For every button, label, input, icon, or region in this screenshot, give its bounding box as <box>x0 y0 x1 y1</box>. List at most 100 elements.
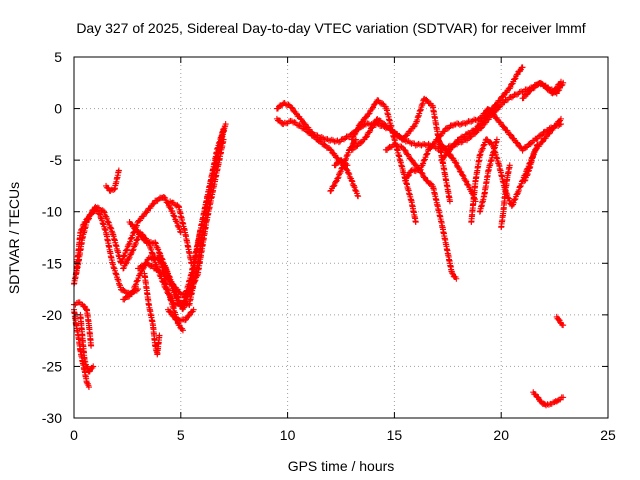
data-point <box>343 166 350 173</box>
data-point <box>332 178 339 185</box>
pass-track-18 <box>348 97 419 226</box>
data-point <box>127 238 134 245</box>
data-point <box>348 177 355 184</box>
pass-track-27 <box>521 141 541 184</box>
data-point <box>462 177 469 184</box>
data-point <box>288 118 295 125</box>
data-point <box>476 122 483 129</box>
data-point <box>507 131 514 138</box>
data-point <box>558 78 565 85</box>
data-point <box>343 155 350 162</box>
data-point <box>539 139 546 146</box>
data-point <box>442 152 449 159</box>
data-point <box>170 313 177 320</box>
data-point <box>122 260 129 267</box>
data-point <box>150 201 157 208</box>
data-layer <box>71 64 567 409</box>
data-point <box>79 225 86 232</box>
data-point <box>129 288 136 295</box>
data-point <box>132 281 139 288</box>
data-point <box>130 287 137 294</box>
data-point <box>530 152 537 159</box>
pass-track-17 <box>331 157 362 200</box>
data-point <box>120 253 127 260</box>
data-point <box>296 122 303 129</box>
data-point <box>101 209 108 216</box>
data-point <box>560 394 567 401</box>
data-point <box>369 105 376 112</box>
data-point <box>539 138 546 145</box>
data-point <box>346 171 353 178</box>
data-point <box>174 293 181 300</box>
data-point <box>343 153 350 160</box>
data-point <box>459 172 466 179</box>
pass-track-25 <box>476 136 500 215</box>
pass-track-11 <box>135 126 227 309</box>
data-point <box>156 332 163 339</box>
data-point <box>363 134 370 141</box>
data-point <box>381 120 388 127</box>
data-point <box>483 114 490 121</box>
data-point <box>123 247 130 254</box>
x-tick-label: 10 <box>280 427 296 443</box>
y-tick-label: 0 <box>54 101 62 117</box>
data-point <box>530 151 537 158</box>
data-point <box>420 157 427 164</box>
data-point <box>399 136 406 143</box>
data-point <box>127 251 134 258</box>
tick-layer: 0 5 10 15 20 25 -30 -25 -20 -15 -10 -5 0 5 <box>42 49 616 443</box>
data-point <box>524 172 531 179</box>
data-point <box>179 327 186 334</box>
pass-track-23 <box>434 136 479 205</box>
data-point <box>464 181 471 188</box>
data-point <box>462 120 469 127</box>
pass-track-19 <box>348 95 453 205</box>
data-point <box>174 294 181 301</box>
data-point <box>318 134 325 141</box>
x-tick-label: 5 <box>177 427 185 443</box>
data-point <box>391 129 398 136</box>
data-point <box>301 120 308 127</box>
data-point <box>476 152 483 159</box>
data-point <box>412 219 419 226</box>
data-point <box>371 119 378 126</box>
data-point <box>358 140 365 147</box>
data-point <box>519 64 526 71</box>
data-point <box>525 168 532 175</box>
pass-track-30 <box>553 313 567 329</box>
data-point <box>104 218 111 225</box>
plot-frame <box>73 56 609 419</box>
data-point <box>420 160 427 167</box>
data-point <box>533 145 540 152</box>
data-point <box>73 299 80 306</box>
pass-track-9 <box>141 270 163 358</box>
data-point <box>100 208 107 215</box>
data-point <box>132 225 139 232</box>
data-point <box>127 235 134 242</box>
data-point <box>119 256 126 263</box>
data-point <box>446 150 453 157</box>
data-point <box>107 224 114 231</box>
pass-track-13 <box>164 306 197 324</box>
x-tick-label: 20 <box>493 427 509 443</box>
y-tick-label: -20 <box>42 307 62 323</box>
data-point <box>340 136 347 143</box>
data-point <box>188 260 195 267</box>
data-point <box>412 161 419 168</box>
data-point <box>401 146 408 153</box>
data-point <box>90 363 97 370</box>
data-point <box>133 278 140 285</box>
y-tick-label: 5 <box>54 49 62 65</box>
data-point <box>341 161 348 168</box>
data-point <box>427 145 434 152</box>
data-point <box>330 183 337 190</box>
data-point <box>108 225 115 232</box>
data-point <box>508 81 515 88</box>
data-point <box>152 239 159 246</box>
data-point <box>335 139 342 146</box>
data-point <box>152 240 159 247</box>
data-point <box>519 89 526 96</box>
data-point <box>170 283 177 290</box>
data-point <box>132 240 139 247</box>
